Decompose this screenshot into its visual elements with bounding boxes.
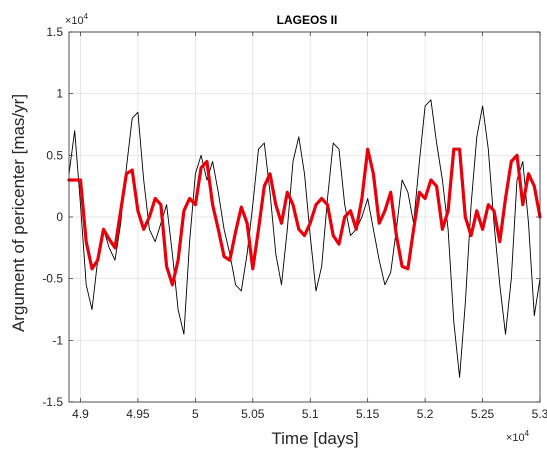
- x-tick-label: 5.15: [356, 407, 380, 421]
- y-tick-label: 1.5: [46, 25, 63, 39]
- y-tick-label: 0.5: [46, 148, 63, 162]
- x-multiplier-exponent: 4: [525, 429, 530, 438]
- series-layer: [67, 99, 542, 378]
- y-multiplier-base: ×10: [65, 15, 84, 27]
- y-tick-label: 0: [56, 210, 63, 224]
- chart-title: LAGEOS II: [277, 13, 338, 27]
- y-tick-label: -0.5: [42, 272, 63, 286]
- x-tick-label: 5.1: [302, 407, 319, 421]
- series-line-1: [68, 99, 541, 378]
- axis-ticks: 4.9 4.95 5 5.05 5.1 5.15 5.2 5.25 5.3 -1.5 -1 -0.5 0…: [42, 25, 547, 421]
- y-tick-label: -1.5: [42, 395, 63, 409]
- x-multiplier-base: ×10: [506, 432, 525, 444]
- x-axis-multiplier: ×104: [506, 429, 530, 444]
- y-axis-multiplier: ×104: [65, 12, 89, 27]
- x-tick-label: 4.95: [126, 407, 150, 421]
- x-tick-label: 4.9: [72, 407, 89, 421]
- x-tick-label: 5.05: [241, 407, 265, 421]
- x-tick-label: 5: [192, 407, 199, 421]
- x-tick-label: 5.25: [471, 407, 495, 421]
- y-tick-label: -1: [52, 333, 63, 347]
- x-axis-label: Time [days]: [271, 429, 358, 448]
- y-axis-label: Argument of pericenter [mas/yr]: [9, 94, 28, 332]
- series-line-2: [67, 147, 542, 287]
- y-multiplier-exponent: 4: [84, 12, 89, 21]
- x-tick-label: 5.3: [532, 407, 547, 421]
- y-tick-label: 1: [56, 87, 63, 101]
- x-tick-label: 5.2: [417, 407, 434, 421]
